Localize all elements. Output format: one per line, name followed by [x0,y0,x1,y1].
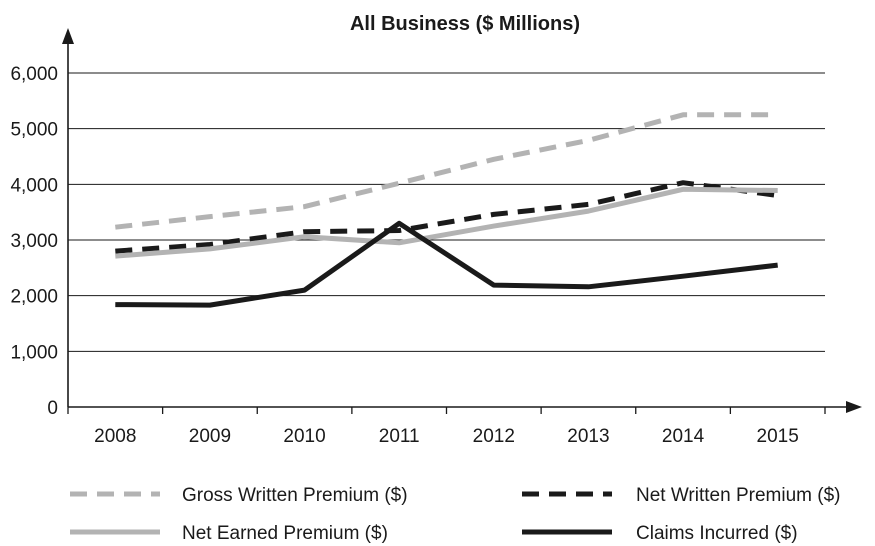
tick-labels: 0 1,000 2,000 3,000 4,000 5,000 6,000 2008 2009 2… [10,64,798,447]
legend-label: Net Written Premium ($) [636,485,840,506]
x-tick-label: 2014 [662,426,705,447]
legend-item: Claims Incurred ($) [522,523,798,544]
legend-item: Net Earned Premium ($) [70,523,388,544]
legend: Gross Written Premium ($) Net Written Pre… [70,485,840,544]
y-tick-label: 3,000 [10,231,58,252]
y-tick-label: 2,000 [10,287,58,308]
series-line [115,186,778,259]
y-axis-arrow [62,28,74,44]
legend-label: Net Earned Premium ($) [182,523,388,544]
x-tick-label: 2008 [94,426,136,447]
x-tick-label: 2009 [189,426,231,447]
y-tick-label: 4,000 [10,175,58,196]
legend-item: Net Written Premium ($) [522,485,840,506]
x-tick-label: 2013 [567,426,609,447]
x-tick-label: 2010 [283,426,325,447]
y-tick-label: 1,000 [10,342,58,363]
x-tick-label: 2011 [379,426,420,447]
legend-label: Gross Written Premium ($) [182,485,408,506]
axes [62,28,862,414]
legend-item: Gross Written Premium ($) [70,485,408,506]
x-tick-label: 2012 [473,426,515,447]
x-tick-label: 2015 [757,426,799,447]
chart-title: All Business ($ Millions) [350,13,580,35]
series-line [115,112,778,230]
x-axis-arrow [846,401,862,413]
gridlines [68,72,825,352]
legend-label: Claims Incurred ($) [636,523,798,544]
y-tick-label: 0 [47,398,58,419]
series-lines [115,112,779,308]
series-line [115,180,779,254]
y-tick-label: 6,000 [10,64,58,85]
series-line [115,220,778,308]
y-tick-label: 5,000 [10,120,58,141]
